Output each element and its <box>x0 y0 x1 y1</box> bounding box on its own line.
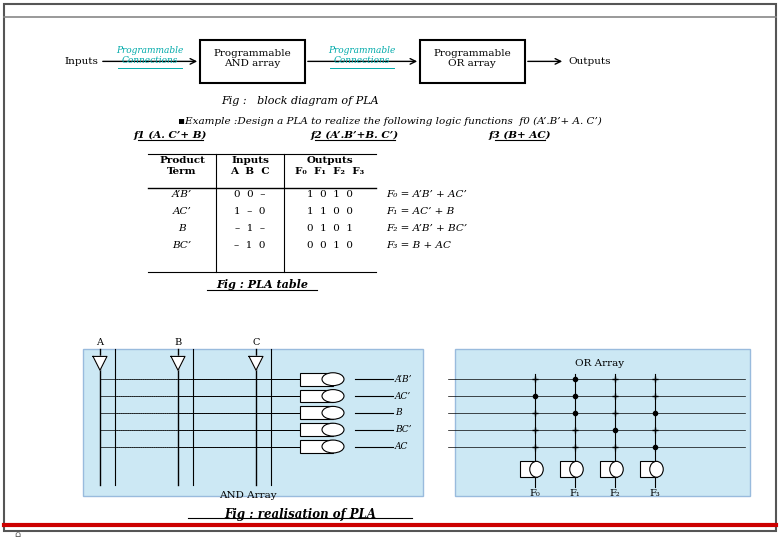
Text: BC’: BC’ <box>172 241 192 249</box>
Polygon shape <box>171 356 185 370</box>
Text: 1  –  0: 1 – 0 <box>234 207 266 216</box>
Text: AC’: AC’ <box>395 392 411 401</box>
Text: AND Array: AND Array <box>219 491 277 500</box>
Text: f2 (A’.B’+B. C’): f2 (A’.B’+B. C’) <box>311 131 399 140</box>
Text: 1  1  0  0: 1 1 0 0 <box>307 207 353 216</box>
Text: ▪Example :Design a PLA to realize the following logic functions  f0 (A’.B’+ A. C: ▪Example :Design a PLA to realize the fo… <box>178 117 602 126</box>
FancyBboxPatch shape <box>300 389 333 402</box>
Text: F₃ = B + AC: F₃ = B + AC <box>386 241 451 249</box>
FancyBboxPatch shape <box>455 349 750 496</box>
Text: A’B’: A’B’ <box>395 375 413 384</box>
Text: B: B <box>175 338 182 347</box>
FancyBboxPatch shape <box>300 407 333 419</box>
Text: F₁: F₁ <box>569 489 580 498</box>
Text: Programmable
Connections: Programmable Connections <box>116 46 183 65</box>
Text: 1  0  1  0: 1 0 1 0 <box>307 190 353 199</box>
Text: 0  0  –: 0 0 – <box>234 190 266 199</box>
FancyBboxPatch shape <box>83 349 423 496</box>
Text: BC’: BC’ <box>395 425 412 434</box>
Text: Programmable
Connections: Programmable Connections <box>328 46 395 65</box>
FancyBboxPatch shape <box>300 423 333 436</box>
Polygon shape <box>249 356 263 370</box>
Text: Inputs
A  B  C: Inputs A B C <box>230 157 270 176</box>
Text: B: B <box>178 224 186 233</box>
Text: AC: AC <box>395 442 409 451</box>
Ellipse shape <box>322 407 344 419</box>
Text: ⌂: ⌂ <box>14 529 20 539</box>
Text: f1 (A. C’+ B): f1 (A. C’+ B) <box>133 131 207 140</box>
Ellipse shape <box>322 373 344 386</box>
FancyBboxPatch shape <box>560 461 576 477</box>
FancyBboxPatch shape <box>300 373 333 386</box>
Text: F₁ = AC’ + B: F₁ = AC’ + B <box>386 207 454 216</box>
FancyBboxPatch shape <box>520 461 537 477</box>
Text: Outputs: Outputs <box>568 57 611 66</box>
Text: F₀: F₀ <box>530 489 541 498</box>
Ellipse shape <box>650 461 663 477</box>
Text: –  1  –: – 1 – <box>235 224 265 233</box>
Text: AC’: AC’ <box>172 207 191 216</box>
Text: F₃: F₃ <box>650 489 661 498</box>
Text: Inputs: Inputs <box>64 57 98 66</box>
Text: Outputs
F₀  F₁  F₂  F₃: Outputs F₀ F₁ F₂ F₃ <box>296 157 364 176</box>
Text: Programmable
AND array: Programmable AND array <box>213 49 291 68</box>
Polygon shape <box>93 356 107 370</box>
Text: Programmable
OR array: Programmable OR array <box>433 49 511 68</box>
Ellipse shape <box>569 461 583 477</box>
Text: Fig :   block diagram of PLA: Fig : block diagram of PLA <box>222 96 379 106</box>
Text: –  1  0: – 1 0 <box>234 241 266 249</box>
Ellipse shape <box>322 440 344 453</box>
Text: A: A <box>97 338 104 347</box>
Ellipse shape <box>322 423 344 436</box>
FancyBboxPatch shape <box>420 39 525 83</box>
Text: 0  0  1  0: 0 0 1 0 <box>307 241 353 249</box>
Text: C: C <box>252 338 260 347</box>
Ellipse shape <box>322 389 344 402</box>
FancyBboxPatch shape <box>4 4 776 531</box>
Text: Fig : realisation of PLA: Fig : realisation of PLA <box>224 508 376 521</box>
Text: OR Array: OR Array <box>576 360 625 368</box>
Text: Fig : PLA table: Fig : PLA table <box>216 279 308 290</box>
Text: Product
Term: Product Term <box>159 157 205 176</box>
Text: A’B’: A’B’ <box>172 190 192 199</box>
FancyBboxPatch shape <box>300 440 333 453</box>
Ellipse shape <box>530 461 543 477</box>
Text: F₀ = A’B’ + AC’: F₀ = A’B’ + AC’ <box>386 190 466 199</box>
FancyBboxPatch shape <box>600 461 616 477</box>
Text: 0  1  0  1: 0 1 0 1 <box>307 224 353 233</box>
Text: F₂ = A’B’ + BC’: F₂ = A’B’ + BC’ <box>386 224 467 233</box>
Ellipse shape <box>610 461 623 477</box>
FancyBboxPatch shape <box>200 39 305 83</box>
Text: f3 (B+ AC): f3 (B+ AC) <box>489 131 551 140</box>
Text: F₂: F₂ <box>610 489 620 498</box>
Text: B: B <box>395 408 402 417</box>
FancyBboxPatch shape <box>640 461 657 477</box>
